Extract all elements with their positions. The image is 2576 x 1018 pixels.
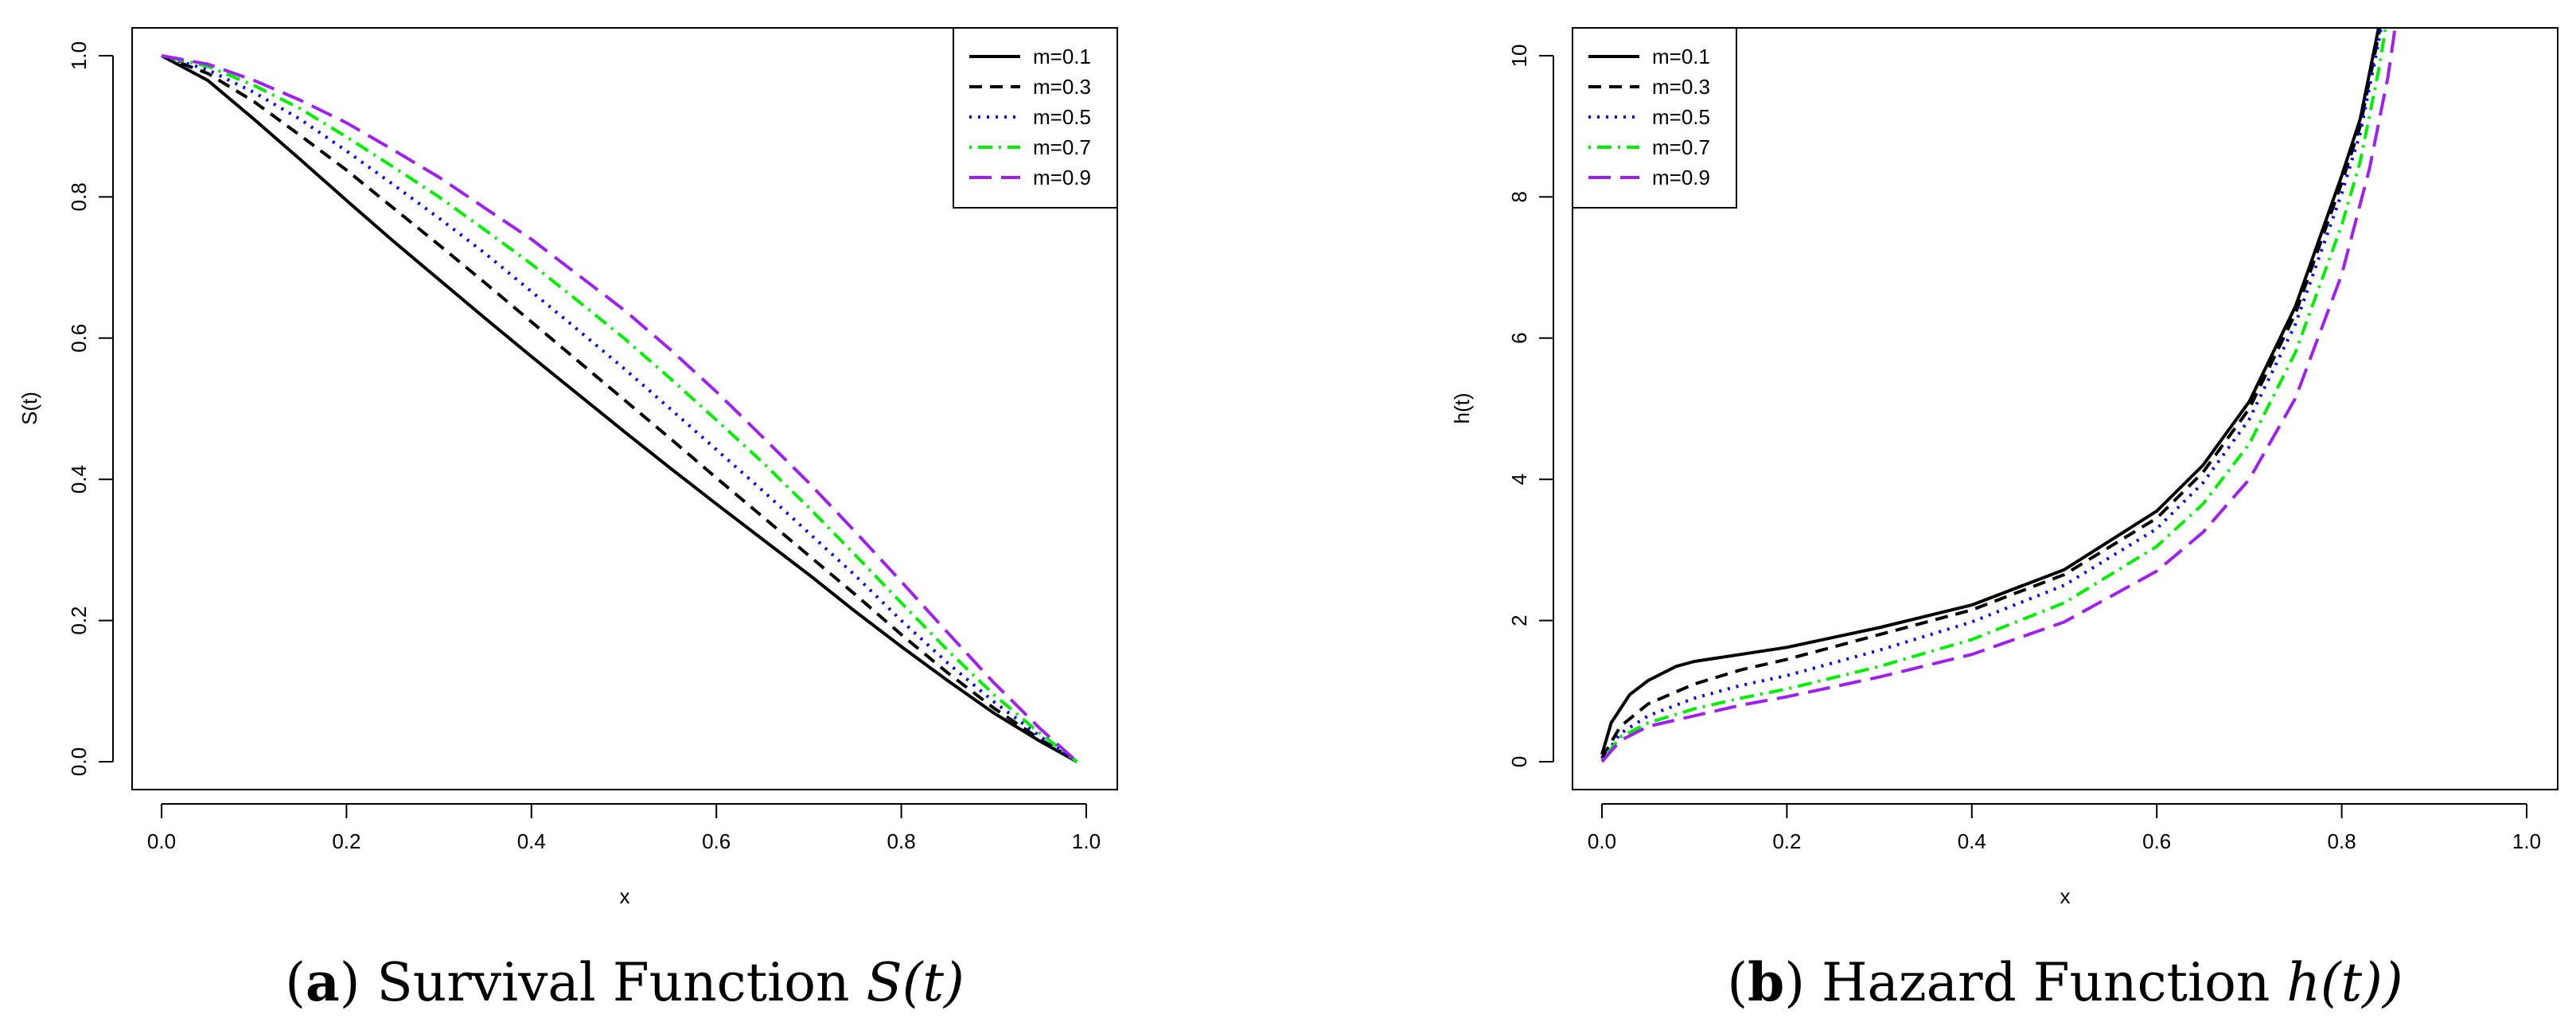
legend-label: m=0.9 bbox=[1033, 166, 1091, 189]
caption: (b) Hazard Function h(t)) bbox=[1727, 951, 2403, 1013]
y-tick-label: 0.6 bbox=[67, 324, 91, 353]
caption-label: b bbox=[1748, 951, 1784, 1013]
y-axis-label: h(t) bbox=[1450, 393, 1474, 424]
caption: (a) Survival Function S(t) bbox=[285, 951, 965, 1013]
caption-open-paren: ( bbox=[285, 952, 306, 1013]
legend: m=0.1 m=0.3 m=0.5 m=0.7 m=0.9 bbox=[1572, 27, 1737, 209]
series-line-m=0.7 bbox=[161, 54, 1078, 763]
x-tick-label: 1.0 bbox=[1072, 829, 1101, 853]
series-line-m=0.1 bbox=[1600, 28, 2381, 755]
x-tick-label: 0.2 bbox=[332, 829, 360, 853]
plot-frame bbox=[1572, 27, 2558, 790]
legend-label: m=0.1 bbox=[1652, 45, 1710, 68]
series-line-m=0.9 bbox=[161, 54, 1078, 763]
plot-frame bbox=[131, 27, 1118, 790]
survival-chart: 0.0 0.2 0.4 0.6 0.8 1.0 0.00.20.40.60.81.0 x … bbox=[18, 27, 1118, 1013]
series-lines bbox=[161, 54, 1078, 763]
y-tick-label: 0.2 bbox=[67, 607, 91, 635]
x-tick-label: 0.0 bbox=[147, 829, 176, 853]
x-axis-label: x bbox=[2060, 884, 2071, 908]
caption-label: a bbox=[306, 951, 340, 1013]
series-line-m=0.5 bbox=[1600, 28, 2383, 761]
caption-math: S(t) bbox=[867, 952, 965, 1013]
x-tick-label: 0.2 bbox=[1772, 829, 1801, 853]
series-line-m=0.5 bbox=[161, 54, 1078, 763]
x-tick-label: 0.4 bbox=[1958, 829, 1986, 853]
x-tick-label: 0.6 bbox=[702, 829, 731, 853]
x-axis-label: x bbox=[620, 884, 630, 908]
x-axis: 0.0 0.2 0.4 0.6 0.8 1.0 bbox=[147, 803, 1101, 853]
y-tick-label: 0.0 bbox=[67, 747, 91, 776]
x-tick-label: 0.6 bbox=[2142, 829, 2171, 853]
legend-label: m=0.3 bbox=[1033, 75, 1091, 99]
series-lines bbox=[1600, 28, 2397, 763]
y-tick-label: 10 bbox=[1507, 45, 1531, 68]
series-line-m=0.7 bbox=[1600, 28, 2387, 762]
series-line-m=0.3 bbox=[161, 54, 1078, 763]
legend-label: m=0.7 bbox=[1652, 135, 1710, 159]
x-tick-label: 0.0 bbox=[1588, 829, 1616, 853]
legend: m=0.1 m=0.3 m=0.5 m=0.7 m=0.9 bbox=[953, 27, 1118, 209]
x-tick-label: 1.0 bbox=[2512, 829, 2541, 853]
y-tick-label: 1.0 bbox=[67, 41, 91, 70]
y-axis-label: S(t) bbox=[18, 392, 41, 425]
x-tick-label: 0.8 bbox=[887, 829, 916, 853]
legend-label: m=0.5 bbox=[1652, 105, 1710, 129]
caption-math: h(t)) bbox=[2286, 952, 2403, 1013]
y-tick-label: 6 bbox=[1507, 333, 1531, 344]
y-tick-label: 0 bbox=[1507, 756, 1531, 767]
legend-label: m=0.5 bbox=[1033, 105, 1091, 129]
caption-close-paren: ) bbox=[340, 952, 377, 1013]
caption-space bbox=[850, 952, 867, 1013]
caption-close-paren: ) bbox=[1784, 952, 1822, 1013]
x-tick-label: 0.8 bbox=[2328, 829, 2356, 853]
x-axis: 0.0 0.2 0.4 0.6 0.8 1.0 bbox=[1588, 803, 2541, 853]
y-tick-label: 0.8 bbox=[67, 182, 91, 211]
legend-label: m=0.1 bbox=[1033, 45, 1091, 68]
caption-text: Hazard Function bbox=[1822, 952, 2270, 1013]
y-tick-label: 2 bbox=[1507, 614, 1531, 626]
legend-label: m=0.9 bbox=[1652, 166, 1710, 189]
y-axis: 0 2 4 6 8 10 bbox=[1507, 45, 1554, 767]
series-line-m=0.1 bbox=[161, 54, 1078, 763]
y-tick-label: 4 bbox=[1507, 474, 1531, 485]
series-line-m=0.9 bbox=[1600, 28, 2397, 763]
y-axis: 0.0 0.2 0.4 0.6 0.8 1.0 bbox=[67, 41, 114, 776]
caption-open-paren: ( bbox=[1727, 952, 1748, 1013]
y-tick-label: 8 bbox=[1507, 191, 1531, 202]
caption-text: Survival Function bbox=[376, 952, 849, 1013]
legend-label: m=0.3 bbox=[1652, 75, 1710, 99]
caption-space bbox=[2270, 952, 2286, 1013]
y-tick-label: 0.4 bbox=[67, 465, 91, 493]
series-line-m=0.3 bbox=[1600, 28, 2382, 759]
x-tick-label: 0.4 bbox=[517, 829, 546, 853]
legend-label: m=0.7 bbox=[1033, 135, 1091, 159]
